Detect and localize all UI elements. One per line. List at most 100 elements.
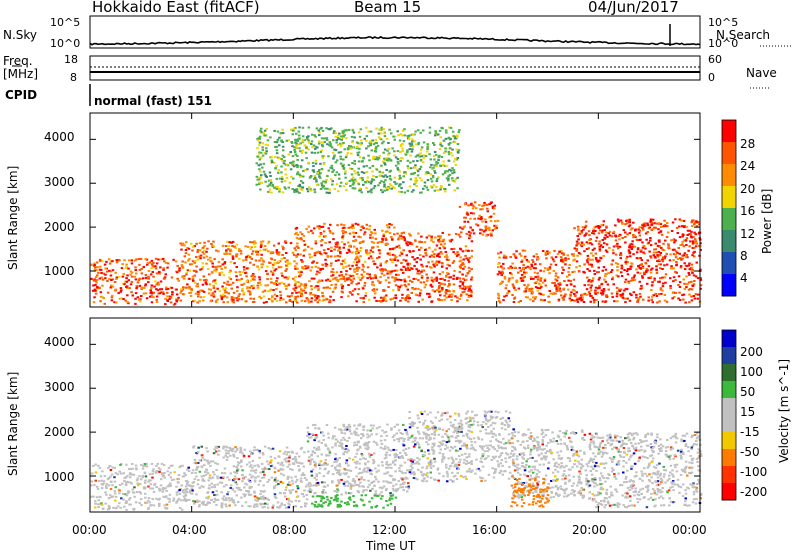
power-cell <box>394 182 398 185</box>
velocity-cell <box>168 493 172 496</box>
power-cell <box>346 148 350 151</box>
power-cell <box>196 258 200 261</box>
velocity-cell <box>286 451 290 454</box>
power-cell <box>228 252 232 255</box>
power-cell <box>382 160 385 163</box>
velocity-cell <box>306 440 310 443</box>
velocity-cell <box>90 480 94 483</box>
power-cell <box>108 278 111 280</box>
power-cell <box>300 288 303 291</box>
power-cell <box>170 294 174 297</box>
power-cell <box>387 270 390 273</box>
velocity-cell <box>124 481 128 484</box>
power-cell <box>313 191 317 194</box>
power-cell <box>619 252 623 255</box>
power-cell <box>573 270 576 273</box>
velocity-cell <box>96 503 100 506</box>
power-cell <box>498 256 501 259</box>
power-cell <box>203 249 206 252</box>
power-cell <box>330 164 333 167</box>
power-cell <box>302 170 305 172</box>
power-cell <box>328 287 332 290</box>
power-cell <box>314 265 318 268</box>
power-cell <box>321 267 325 270</box>
power-cell <box>406 262 410 265</box>
power-cell <box>621 222 624 225</box>
power-cell <box>385 157 389 160</box>
power-cell <box>176 264 179 267</box>
power-cell <box>470 255 473 258</box>
power-cell <box>194 260 197 263</box>
power-cell <box>276 252 279 255</box>
velocity-cell <box>195 462 198 465</box>
power-cell <box>387 276 390 279</box>
power-cell <box>672 259 675 262</box>
velocity-cell <box>97 464 100 467</box>
power-cell <box>269 270 273 273</box>
power-cell <box>417 141 421 144</box>
power-cell <box>181 275 184 278</box>
power-cell <box>586 261 589 264</box>
power-cell <box>629 268 632 270</box>
velocity-cell <box>295 452 298 455</box>
velocity-cell <box>227 491 230 493</box>
power-cell <box>449 276 453 279</box>
power-cell <box>99 300 102 303</box>
power-cell <box>396 158 400 160</box>
velocity-cell <box>294 490 298 493</box>
power-cell <box>334 149 338 152</box>
velocity-cell <box>134 501 138 504</box>
power-cell <box>426 188 430 191</box>
velocity-cell <box>277 483 280 485</box>
power-cell <box>513 296 517 299</box>
power-cell <box>389 258 392 261</box>
power-cell <box>491 207 495 209</box>
velocity-cell <box>366 436 369 439</box>
velocity-cell <box>169 482 172 485</box>
power-cell <box>278 177 282 180</box>
power-cell <box>270 181 273 184</box>
power-cell <box>567 270 570 273</box>
power-cell <box>557 285 560 287</box>
power-cell <box>539 279 542 282</box>
power-cell <box>497 299 501 302</box>
power-cell <box>382 233 386 236</box>
power-cell <box>275 188 279 190</box>
power-cell <box>374 237 378 240</box>
power-cell <box>293 289 297 292</box>
velocity-cell <box>151 470 155 473</box>
power-cell <box>355 252 358 255</box>
power-cell <box>394 297 398 299</box>
power-cell <box>122 272 126 275</box>
power-cell <box>384 238 388 241</box>
power-panel <box>89 112 703 308</box>
power-cell <box>332 169 335 172</box>
power-cell <box>482 204 486 207</box>
power-cell <box>655 251 658 254</box>
velocity-cell <box>158 502 161 505</box>
power-cell <box>356 255 359 258</box>
velocity-cell <box>348 428 351 431</box>
power-cell <box>400 251 403 254</box>
power-cell <box>339 145 343 148</box>
power-cell <box>398 234 402 237</box>
power-cell <box>313 286 317 289</box>
power-cell <box>296 154 299 157</box>
power-cell <box>330 284 333 286</box>
power-cell <box>429 166 432 169</box>
power-cell <box>267 190 270 193</box>
velocity-cell <box>167 467 171 469</box>
velocity-cell <box>259 502 262 505</box>
power-cell <box>628 218 631 221</box>
velocity-cell <box>348 430 352 433</box>
power-cell <box>152 275 155 278</box>
velocity-cell <box>215 503 218 506</box>
power-cell <box>281 132 285 135</box>
power-cell <box>658 240 661 243</box>
power-cell <box>444 137 448 140</box>
power-cell <box>136 296 140 299</box>
power-cell <box>457 149 461 152</box>
velocity-cell <box>126 481 130 484</box>
power-cell <box>371 165 375 167</box>
power-cell <box>214 266 217 269</box>
